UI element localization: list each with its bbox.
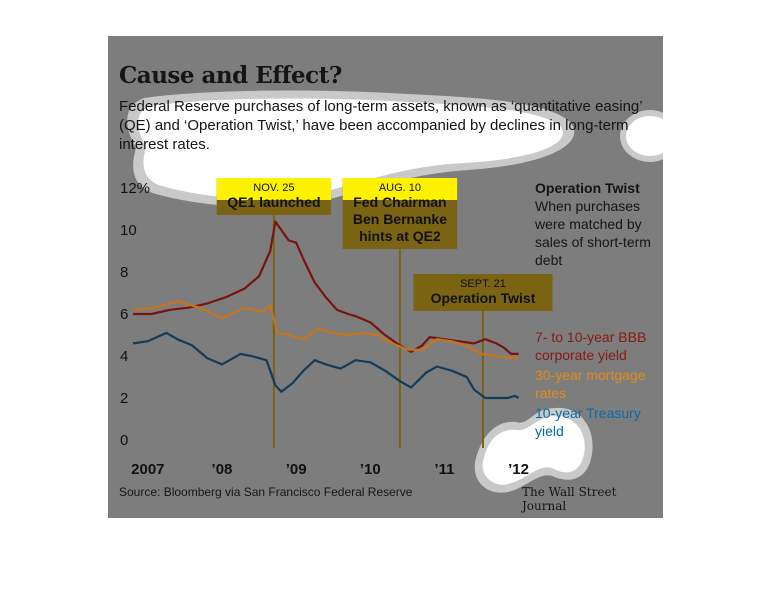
x-tick-label: ’09 [286,461,307,478]
line-chart: 0 2 4 6 8 10 12% 2007 ’08 ’09 ’10 ’11 ’12 NOV. 25QE… [120,178,553,478]
annotation-label: Operation Twist [431,290,536,306]
x-axis-ticks: 2007 ’08 ’09 ’10 ’11 ’12 [131,461,529,478]
series-line-bbb [133,220,519,355]
y-tick-label: 12% [120,180,150,197]
annotation-box [413,274,553,311]
overlay-shape-right-inner [626,116,663,156]
y-tick-label: 4 [120,348,128,365]
y-tick-label: 8 [120,264,128,281]
chart-panel: Cause and Effect? Federal Reserve purcha… [108,36,663,518]
legend-bbb-yield: 7- to 10-year BBB corporate yield [535,329,647,363]
publisher-credit: The Wall Street Journal [522,485,617,513]
legend-treasury-yield: 10-year Treasury yield [535,405,641,439]
x-tick-label: 2007 [131,461,164,478]
y-tick-label: 6 [120,306,128,323]
annotation-label: Fed Chairman [353,194,446,210]
annotation-label: Ben Bernanke [353,211,447,227]
x-tick-label: ’10 [360,461,381,478]
annotation-label: hints at QE2 [359,228,441,244]
x-tick-label: ’08 [212,461,233,478]
source-note: Source: Bloomberg via San Francisco Fede… [119,485,413,499]
x-tick-label: ’11 [434,461,454,478]
yellow-highlight [216,178,332,200]
operation-twist-heading: Operation Twist [535,180,640,196]
white-highlight-overlay [127,90,663,493]
chart-subtitle: Federal Reserve purchases of long-term a… [119,98,643,153]
chart-title: Cause and Effect? [119,62,342,89]
y-axis-ticks: 0 2 4 6 8 10 12% [120,180,150,449]
y-tick-label: 0 [120,432,128,449]
series-line-mortgage [132,300,519,360]
overlay-shape-bottom-inner [482,416,585,485]
overlay-shape-top-inner [138,98,563,200]
yellow-highlight [342,178,458,200]
y-tick-label: 2 [120,390,128,407]
series-lines [132,220,520,400]
series-line-treasury [132,331,520,400]
y-tick-label: 10 [120,222,137,239]
x-tick-label: ’12 [508,461,529,478]
annotation-lines [272,215,484,448]
operation-twist-note: Operation Twist When purchases were matc… [535,179,660,269]
annotation-label: QE1 launched [227,194,320,210]
annotation-date: NOV. 25 [253,182,294,194]
legend-mortgage-rates: 30-year mortgage rates [535,367,646,401]
annotation-date: SEPT. 21 [460,278,506,290]
operation-twist-body: When purchases were matched by sales of … [535,198,651,268]
annotation-date: AUG. 10 [379,182,421,194]
